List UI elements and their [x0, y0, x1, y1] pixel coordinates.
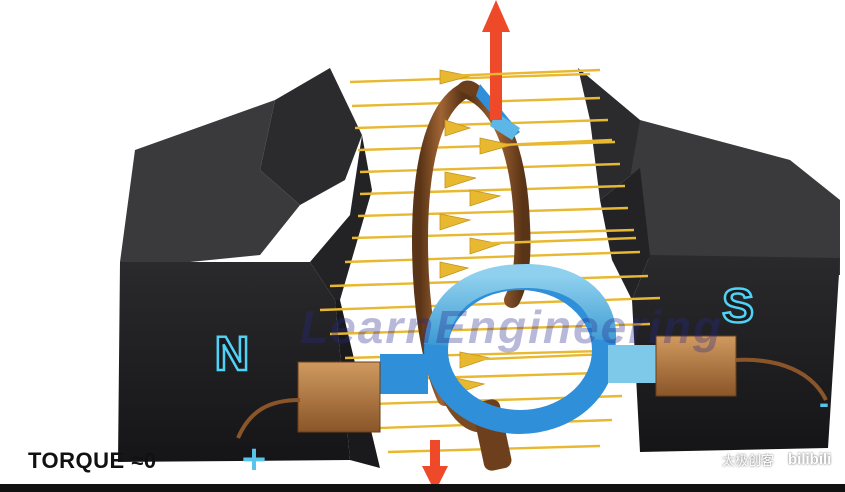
- platform-watermark: 太极创客 bilibili: [722, 450, 836, 469]
- right-brush: [655, 335, 828, 401]
- bottom-bar: [0, 484, 845, 492]
- north-magnet: [118, 68, 380, 468]
- platform-text: 太极创客: [722, 453, 775, 468]
- north-pole-label: N: [215, 328, 250, 381]
- force-arrow-down: [422, 440, 448, 492]
- plus-terminal-label: +: [240, 439, 269, 479]
- watermark: LearnEngineering: [300, 301, 724, 353]
- platform-logo: bilibili: [784, 450, 836, 469]
- commutator-ring: [380, 263, 658, 434]
- south-pole-label: S: [722, 280, 754, 333]
- torque-label: TORQUE ≈0: [28, 448, 157, 473]
- left-brush: [236, 361, 381, 439]
- minus-terminal-label: -: [819, 390, 829, 418]
